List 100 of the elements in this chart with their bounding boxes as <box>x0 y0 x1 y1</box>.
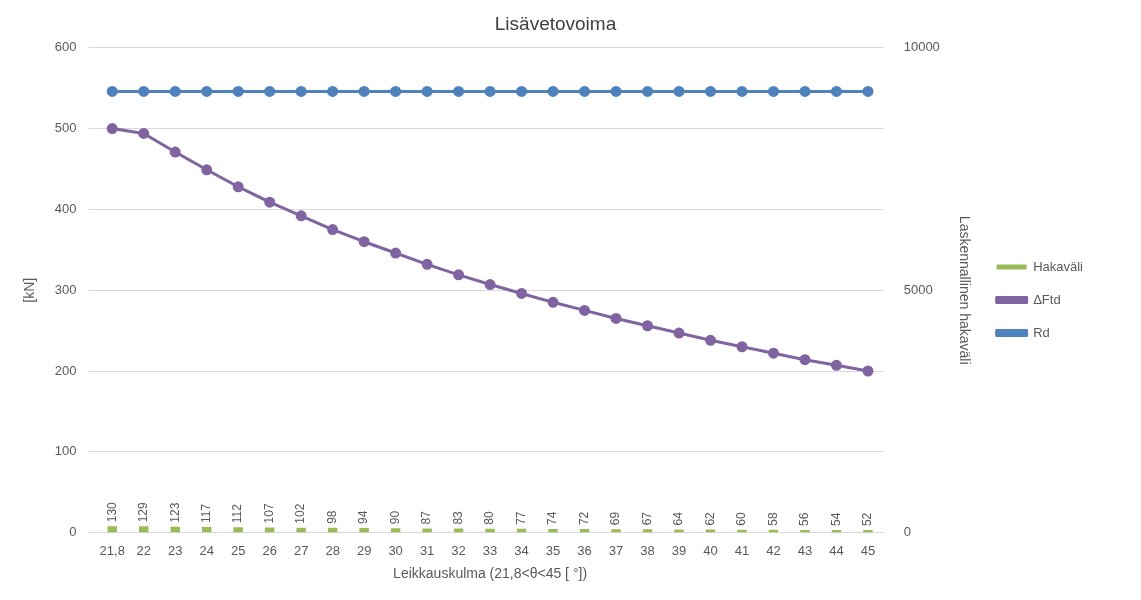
data-label: 58 <box>765 512 780 526</box>
point <box>106 85 118 97</box>
data-label: 98 <box>324 510 339 524</box>
y2-tick-label: 5000 <box>903 281 933 297</box>
x-tick-label: 42 <box>766 542 781 558</box>
x-tick-label: 29 <box>356 542 372 558</box>
point <box>295 210 307 222</box>
y-tick-label: 200 <box>54 362 77 378</box>
x-tick-label: 38 <box>640 542 655 558</box>
point <box>610 85 622 97</box>
data-label: 90 <box>387 510 402 525</box>
point <box>169 146 181 158</box>
point <box>295 85 307 97</box>
data-label: 130 <box>104 501 119 523</box>
x-tick-label: 43 <box>797 542 813 558</box>
point <box>169 85 181 97</box>
point <box>232 181 244 193</box>
x-tick-label: 34 <box>514 542 529 558</box>
y-tick-label: 500 <box>54 120 77 136</box>
point <box>138 127 150 139</box>
point <box>106 123 118 135</box>
point <box>547 85 559 97</box>
x-tick-label: 21,8 <box>99 542 125 558</box>
point <box>390 247 402 259</box>
data-label: 123 <box>167 502 182 523</box>
point <box>421 258 433 270</box>
point <box>673 85 685 97</box>
point <box>799 85 811 97</box>
x-tick-label: 22 <box>136 542 151 558</box>
x-axis-title: Leikkauskulma (21,8<θ<45 [ °]) <box>393 565 588 582</box>
point <box>327 224 339 236</box>
point <box>673 327 685 339</box>
point <box>516 85 528 97</box>
x-tick-label: 27 <box>293 542 309 558</box>
x-tick-label: 26 <box>262 542 277 558</box>
x-tick-label: 41 <box>734 542 750 558</box>
point <box>705 85 717 97</box>
x-tick-label: 31 <box>419 542 435 558</box>
point <box>830 359 842 371</box>
point <box>484 279 496 291</box>
point <box>358 85 370 97</box>
x-tick-label: 33 <box>482 542 498 558</box>
y2-axis-title: Laskennallinen hakaväli <box>957 215 974 365</box>
data-label: 129 <box>136 502 151 523</box>
point <box>736 341 748 353</box>
data-label: 102 <box>293 503 308 524</box>
point <box>264 196 276 208</box>
point <box>264 85 276 97</box>
chart-title: Lisävetovoima <box>494 12 617 34</box>
data-label: 56 <box>797 512 812 526</box>
y2-tick-label: 0 <box>903 524 911 540</box>
data-label: 67 <box>639 511 654 526</box>
x-tick-label: 32 <box>451 542 466 558</box>
point <box>358 236 370 248</box>
point <box>579 85 591 97</box>
legend-label: Rd <box>1033 324 1050 340</box>
x-tick-label: 37 <box>608 542 624 558</box>
point <box>421 85 433 97</box>
point <box>516 287 528 299</box>
point <box>767 85 779 97</box>
x-tick-label: 28 <box>325 542 340 558</box>
point <box>327 85 339 97</box>
point <box>830 85 842 97</box>
x-tick-label: 25 <box>230 542 246 558</box>
point <box>453 85 465 97</box>
data-label: 80 <box>482 511 497 525</box>
y2-tick-label: 10000 <box>903 39 940 55</box>
x-tick-label: 39 <box>671 542 687 558</box>
point <box>862 365 874 377</box>
data-label: 52 <box>860 512 875 527</box>
x-tick-label: 44 <box>829 542 844 558</box>
data-label: 54 <box>828 512 843 526</box>
x-tick-label: 30 <box>388 542 403 558</box>
data-label: 112 <box>230 503 245 524</box>
point <box>484 85 496 97</box>
y-tick-label: 400 <box>54 200 77 216</box>
point <box>705 334 717 346</box>
x-tick-label: 23 <box>167 542 183 558</box>
y-tick-label: 300 <box>54 281 77 297</box>
point <box>799 354 811 366</box>
point <box>736 85 748 97</box>
data-label: 87 <box>419 510 434 525</box>
y-tick-label: 600 <box>54 39 77 55</box>
y-tick-label: 0 <box>69 524 77 540</box>
data-label: 72 <box>576 511 591 526</box>
x-tick-label: 40 <box>703 542 718 558</box>
point <box>201 85 213 97</box>
point <box>138 85 150 97</box>
point <box>201 164 213 176</box>
point <box>232 85 244 97</box>
data-label: 83 <box>450 510 465 525</box>
point <box>390 85 402 97</box>
legend-label: ΔFtd <box>1033 291 1061 307</box>
point <box>642 85 654 97</box>
data-label: 64 <box>671 511 686 526</box>
data-label: 74 <box>545 511 560 526</box>
data-label: 77 <box>513 511 528 525</box>
data-label: 69 <box>608 511 623 526</box>
data-label: 94 <box>356 510 371 525</box>
point <box>610 312 622 324</box>
